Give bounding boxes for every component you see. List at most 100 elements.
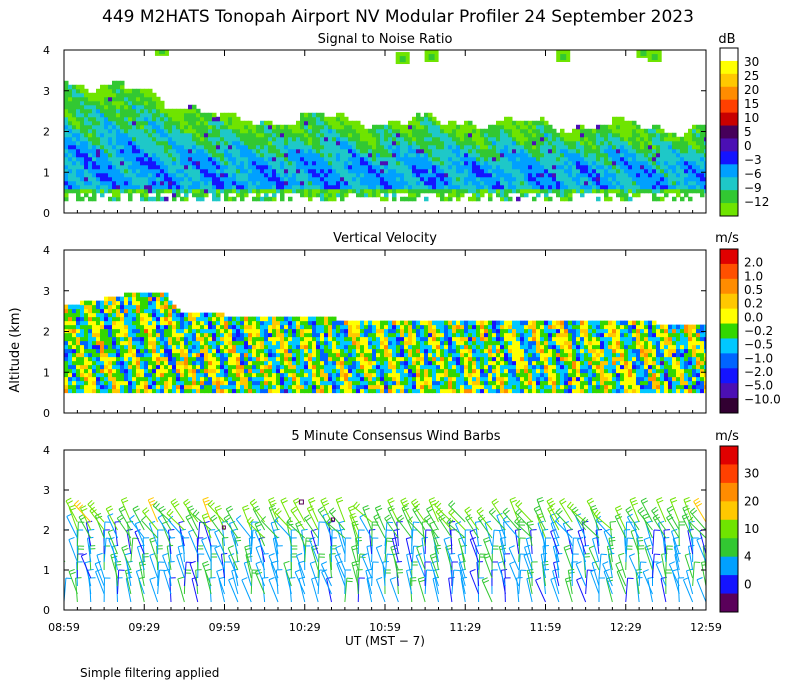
snr-cell (404, 168, 409, 174)
vv-cell (144, 328, 149, 334)
vv-cell (152, 356, 157, 362)
snr-cell (560, 172, 565, 178)
snr-cell (640, 184, 645, 190)
vv-cell (260, 328, 265, 334)
snr-cell (540, 176, 545, 182)
snr-cell (112, 132, 117, 138)
vv-cell (232, 344, 237, 350)
vv-cell (224, 364, 229, 370)
snr-cell (120, 108, 125, 114)
vv-cell (340, 372, 345, 378)
snr-cell (552, 180, 557, 186)
snr-cell (276, 180, 281, 186)
snr-cell (336, 124, 341, 130)
snr-cell (264, 132, 269, 138)
vv-cell (68, 356, 73, 362)
vv-cell (276, 372, 281, 378)
snr-cell (140, 112, 145, 118)
vv-cell (160, 336, 165, 342)
snr-cell (408, 120, 413, 126)
snr-cell (424, 120, 429, 126)
vv-cell (232, 320, 237, 326)
snr-cell (156, 128, 161, 134)
snr-cell (660, 176, 665, 182)
vv-cell (124, 320, 129, 326)
vv-cell (216, 356, 221, 362)
snr-cell (312, 140, 317, 146)
snr-cell (576, 124, 581, 130)
snr-cell (180, 156, 185, 162)
snr-cell (552, 156, 557, 162)
vv-cell (100, 360, 105, 366)
snr-cell (108, 84, 113, 90)
snr-cell (244, 192, 249, 198)
vv-cell (192, 360, 197, 366)
snr-cell (208, 140, 213, 146)
snr-cell (688, 180, 693, 186)
snr-cell (664, 168, 669, 174)
snr-cell (616, 132, 621, 138)
snr-cell (332, 176, 337, 182)
vv-cell (80, 388, 85, 394)
snr-cell (456, 136, 461, 142)
vv-cell (80, 344, 85, 350)
snr-cell (136, 96, 141, 102)
vv-cell (244, 336, 249, 342)
snr-cell (496, 124, 501, 130)
snr-cell (392, 124, 397, 130)
snr-cell (336, 192, 341, 198)
snr-cell (524, 180, 529, 186)
vv-cell (128, 304, 133, 310)
vv-cell (172, 376, 177, 382)
snr-cell (176, 188, 181, 194)
vv-cell (200, 384, 205, 390)
snr-cell (516, 168, 521, 174)
snr-cell (492, 164, 497, 170)
vv-cell (172, 316, 177, 322)
vv-cell (196, 368, 201, 374)
snr-cell (392, 140, 397, 146)
snr-cell (120, 156, 125, 162)
snr-cell (532, 176, 537, 182)
vv-cell (68, 352, 73, 358)
snr-cell (420, 140, 425, 146)
vv-cell (368, 332, 373, 338)
snr-cell (188, 164, 193, 170)
vv-cell (228, 380, 233, 386)
vv-cell (72, 348, 77, 354)
snr-cell (112, 160, 117, 166)
snr-cell (520, 176, 525, 182)
vv-cell (92, 380, 97, 386)
snr-cell (148, 156, 153, 162)
snr-cell (632, 156, 637, 162)
snr-cell (92, 140, 97, 146)
snr-cell (412, 116, 417, 122)
vv-cell (264, 344, 269, 350)
vv-cell (152, 340, 157, 346)
vv-cell (148, 352, 153, 358)
vv-cell (140, 356, 145, 362)
vv-cell (316, 360, 321, 366)
vv-cell (84, 328, 89, 334)
snr-cell (600, 132, 605, 138)
snr-cell (152, 184, 157, 190)
snr-cell (632, 164, 637, 170)
snr-cell (264, 184, 269, 190)
snr-cell (552, 172, 557, 178)
snr-cell (76, 124, 81, 130)
snr-cell (656, 144, 661, 150)
snr-cell (540, 116, 545, 122)
snr-cell (416, 192, 421, 198)
vv-cell (112, 344, 117, 350)
snr-cell (224, 188, 229, 194)
snr-cell (396, 136, 401, 142)
vv-cell (116, 356, 121, 362)
vv-cell (176, 380, 181, 386)
snr-cell (692, 184, 697, 190)
vv-cell (288, 348, 293, 354)
snr-cell (664, 132, 669, 138)
vv-cell (116, 388, 121, 394)
snr-cell (96, 180, 101, 186)
snr-cell (652, 124, 657, 130)
vv-cell (220, 312, 225, 318)
